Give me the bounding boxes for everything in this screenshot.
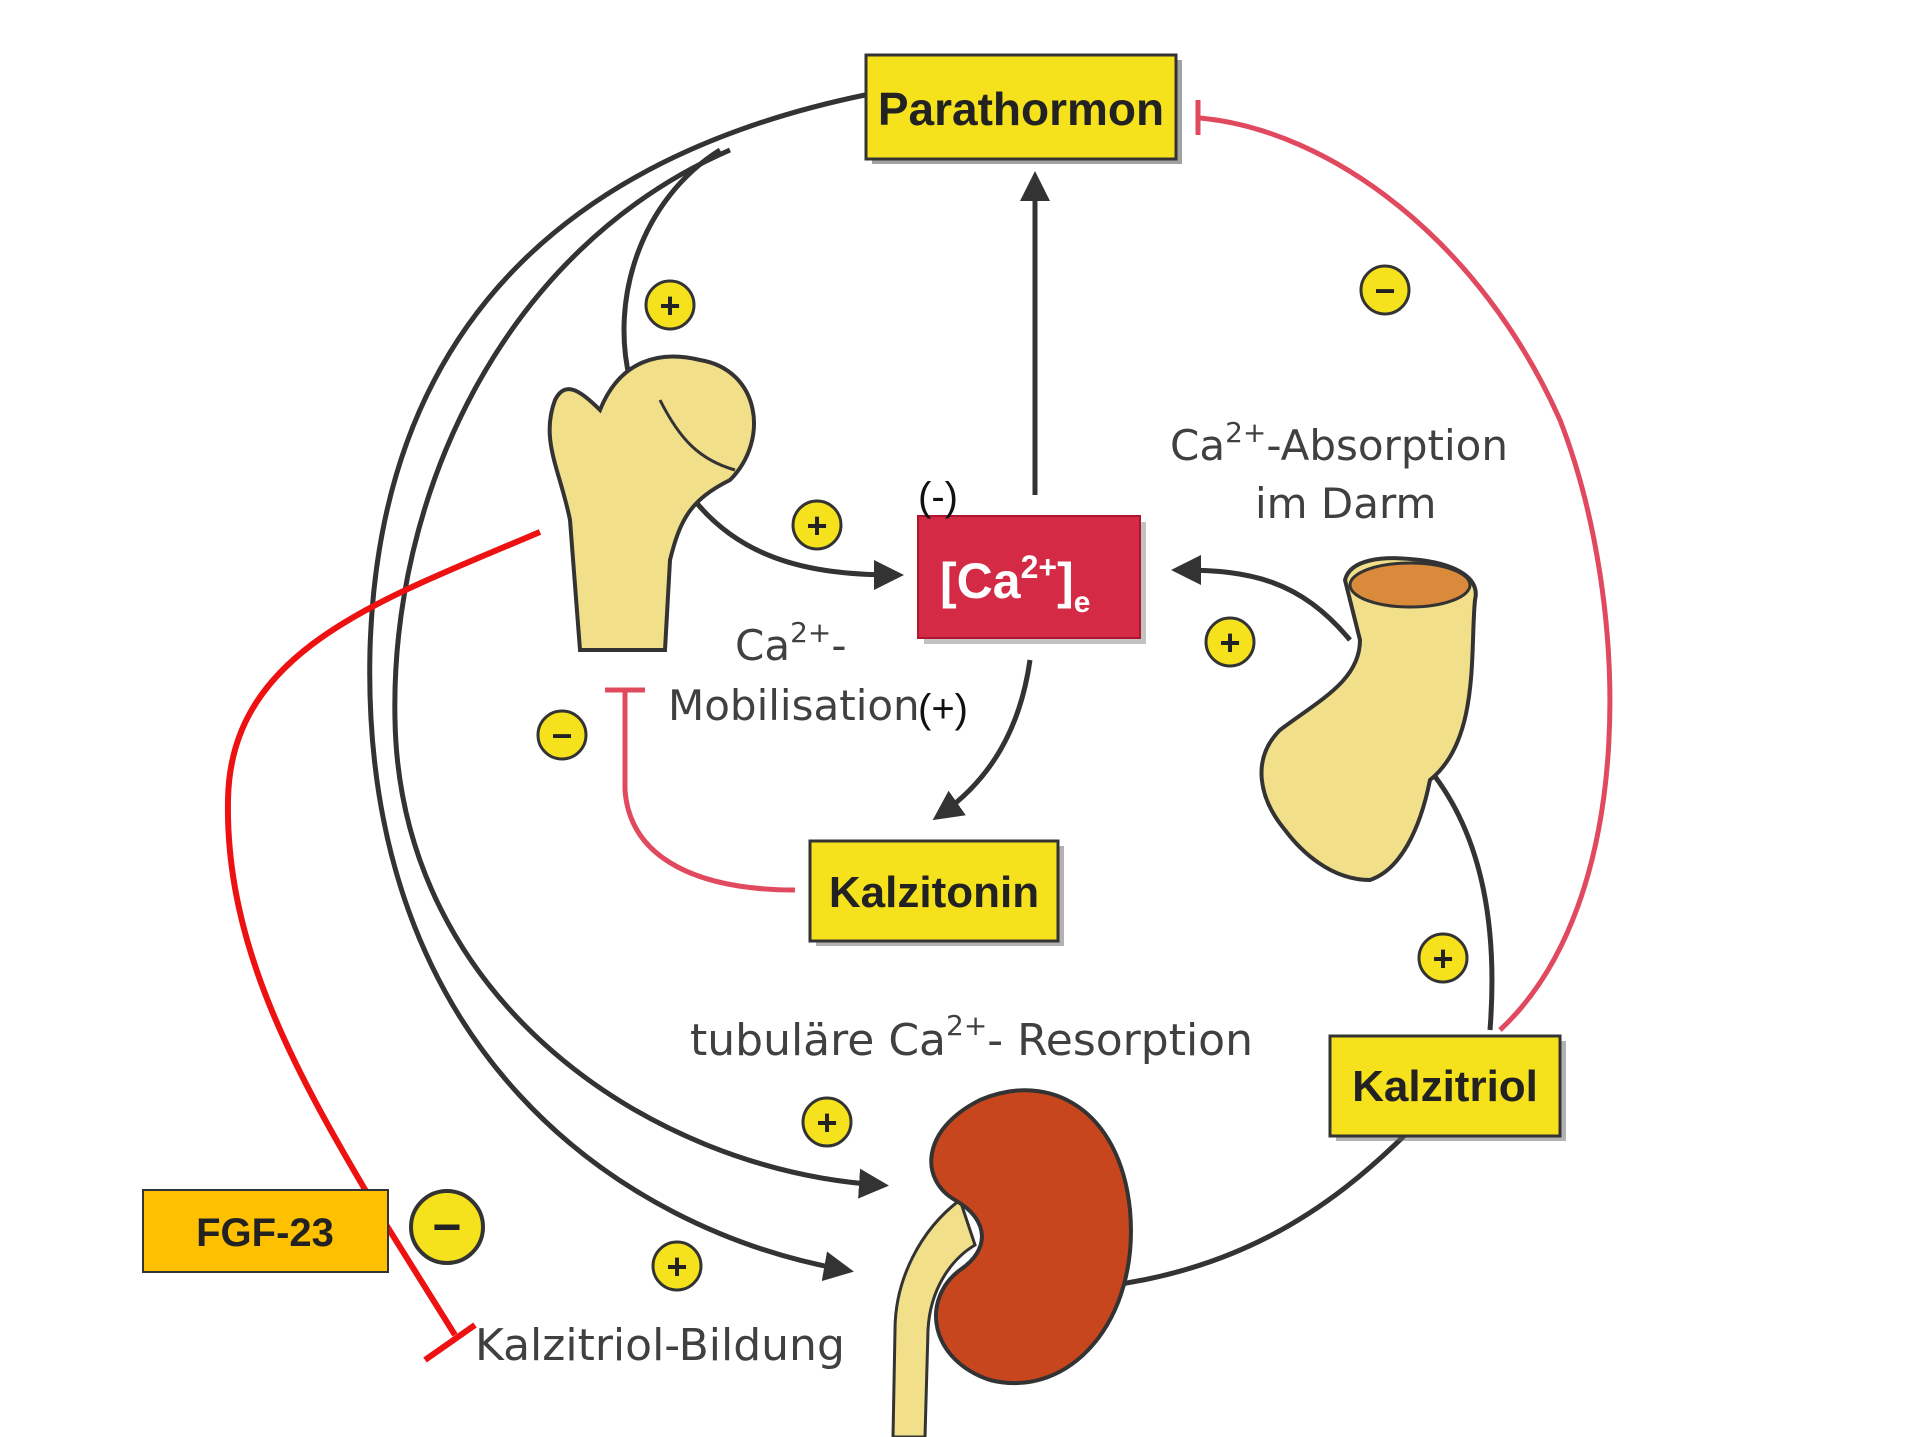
line-kalzitriol-to-intestine	[1428, 768, 1495, 1031]
svg-text:−: −	[551, 715, 572, 756]
svg-text:+: +	[806, 505, 827, 546]
kalzitriol-box: Kalzitriol	[1328, 1034, 1566, 1141]
line-calcium-to-kalzitonin	[932, 659, 1033, 821]
sign-plus-parathormon-bone: +	[644, 279, 696, 331]
note-plus-label: (+)	[918, 687, 968, 731]
kalzitonin-label: Kalzitonin	[829, 868, 1039, 917]
absorption-label-line2: im Darm	[1255, 479, 1436, 528]
line-bone-to-calcium	[677, 478, 904, 590]
calcium-close: ]	[1057, 553, 1074, 609]
bone-illustration	[547, 354, 756, 652]
svg-text:+: +	[659, 285, 680, 326]
sign-plus-kalzitriol-intestine: +	[1417, 932, 1469, 984]
line-parathormon-to-bone	[621, 147, 722, 381]
kidney-illustration	[891, 1088, 1133, 1437]
intestine-shape	[1259, 556, 1478, 883]
kalzitriol-label: Kalzitriol	[1352, 1062, 1538, 1111]
parathormon-label: Parathormon	[878, 83, 1164, 135]
svg-text:+: +	[1219, 622, 1240, 663]
ureter-shape	[891, 1197, 977, 1437]
svg-text:−: −	[432, 1199, 461, 1255]
note-minus-label: (-)	[918, 475, 958, 519]
svg-text:+: +	[1432, 938, 1453, 979]
kalzitonin-box: Kalzitonin	[808, 839, 1064, 946]
kidney-shape	[929, 1088, 1133, 1386]
sign-plus-intestine-calcium: +	[1204, 616, 1256, 668]
sign-plus-bone-calcium: +	[791, 499, 843, 551]
mobilisation-label-line2: Mobilisation	[668, 681, 920, 730]
line-kidney-to-kalzitriol	[1064, 1128, 1412, 1293]
sign-minus-kalzitonin-bone: −	[536, 709, 588, 761]
line-kalzitonin-inhibits-bone	[622, 690, 796, 893]
inhibition-lines	[605, 100, 1613, 1032]
intestine-opening	[1348, 561, 1472, 609]
sign-minus-fgf23: −	[409, 1189, 485, 1265]
svg-text:−: −	[1374, 270, 1395, 311]
parathormon-box: Parathormon	[864, 53, 1182, 164]
calcium-label: [Ca2+]e	[940, 549, 1090, 619]
line-intestine-to-calcium	[1171, 555, 1352, 642]
femur-head-line	[658, 399, 736, 472]
svg-text:+: +	[816, 1102, 837, 1143]
sign-plus-kalzitriol-bildung: +	[651, 1240, 703, 1292]
mobilisation-label-line1: Ca2+-	[735, 616, 847, 670]
line-parathormon-to-kidney-outer	[367, 92, 866, 1282]
calcium-subscript: e	[1074, 586, 1091, 619]
calcium-box: [Ca2+]e	[917, 515, 1146, 644]
line-fgf23-inhibits-kalzitriol-bildung	[224, 529, 542, 1337]
inhibit-bar-kalzitriol-bildung	[423, 1322, 477, 1363]
sign-minus-kalzitriol-parathormon: −	[1359, 264, 1411, 316]
intestine-illustration	[1259, 556, 1478, 883]
line-parathormon-to-tubular	[392, 147, 889, 1199]
fgf23-label: FGF-23	[196, 1211, 334, 1255]
line-kalzitriol-inhibits-parathormon	[1199, 115, 1613, 1032]
calcium-superscript: 2+	[1021, 549, 1057, 585]
resorption-label: tubuläre Ca2+- Resorption	[690, 1009, 1253, 1066]
stimulation-lines	[367, 92, 1495, 1293]
fgf23-inhibition	[224, 529, 542, 1363]
femur-shape	[547, 354, 756, 652]
sign-plus-tubular: +	[801, 1096, 853, 1148]
svg-text:+: +	[666, 1246, 687, 1287]
absorption-label-line1: Ca2+-Absorption	[1170, 416, 1508, 470]
calcium-main: [Ca	[940, 553, 1022, 609]
fgf23-box: FGF-23	[142, 1189, 389, 1273]
kalzitriol-bildung-label: Kalzitriol-Bildung	[475, 1320, 845, 1371]
